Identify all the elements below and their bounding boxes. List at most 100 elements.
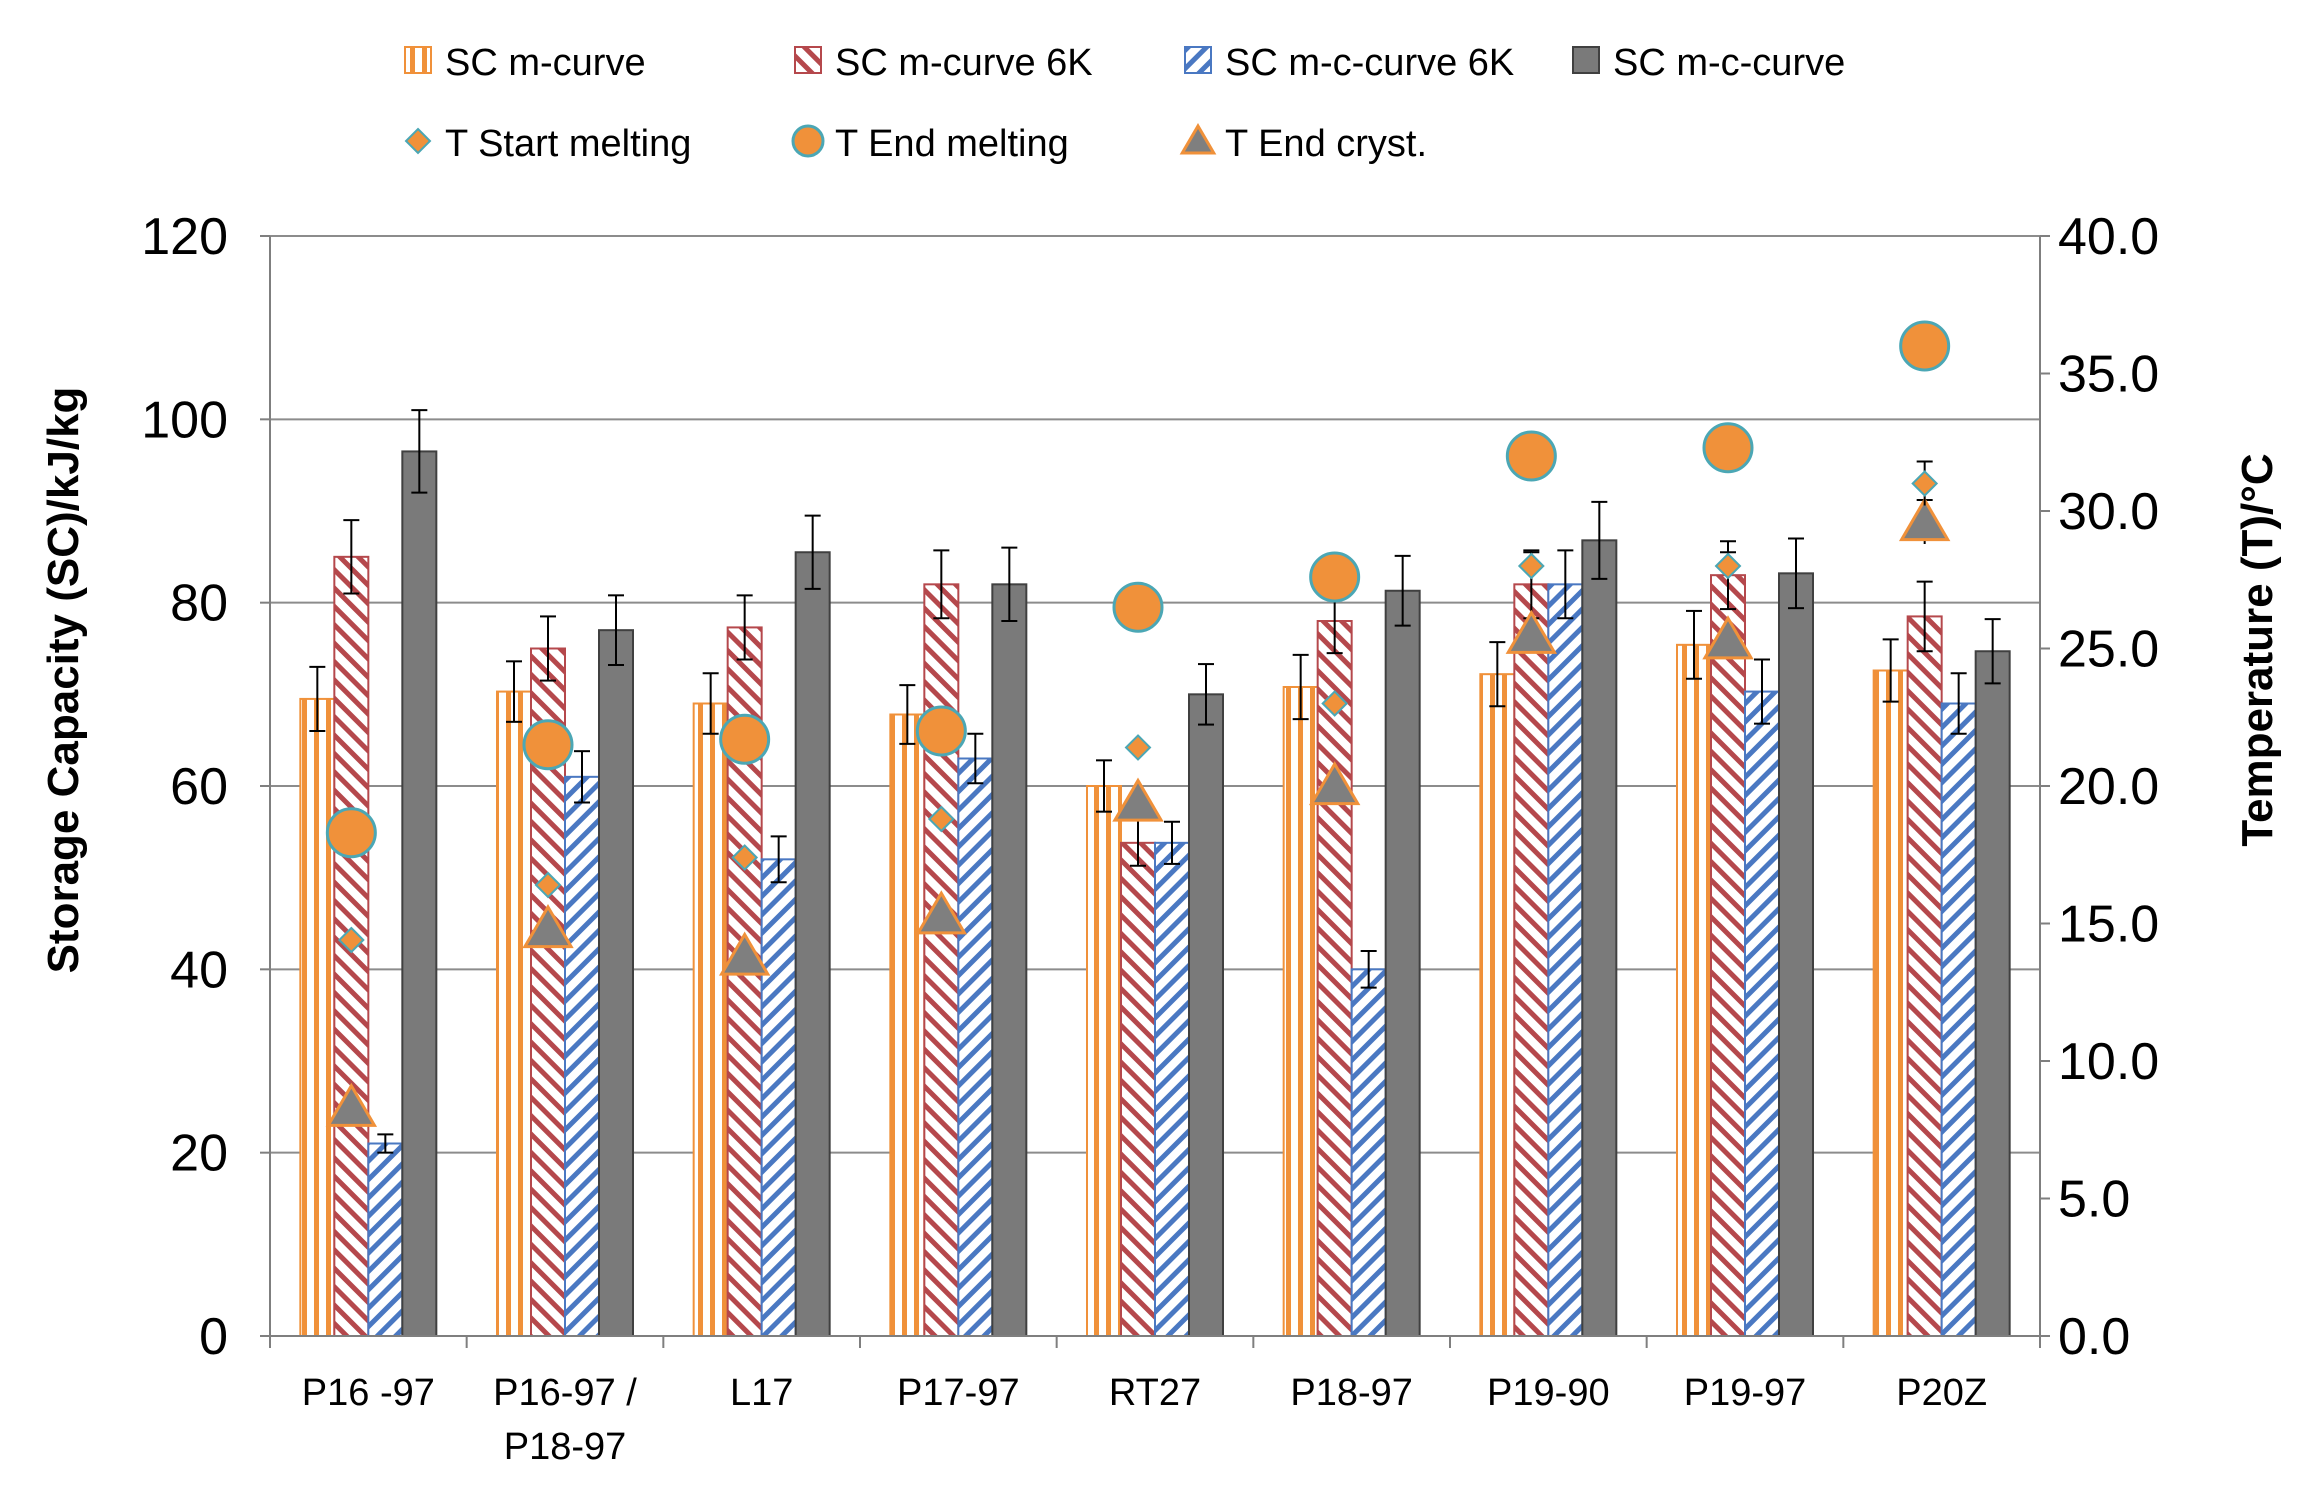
y-tick-label: 0 bbox=[199, 1308, 228, 1366]
bar-sc-m-c-curve bbox=[1581, 539, 1618, 1337]
bar-sc-m-curve-6k bbox=[1710, 574, 1746, 1337]
legend-item: SC m-c-curve 6K bbox=[1184, 42, 1514, 84]
marker-t-end-cryst bbox=[1505, 609, 1558, 654]
legend-swatch bbox=[794, 46, 822, 74]
bar-sc-m-curve bbox=[1676, 643, 1712, 1337]
legend-item: SC m-c-curve bbox=[1572, 42, 1845, 84]
x-tick-label: P20Z bbox=[1896, 1372, 1987, 1414]
legend-item: T End melting bbox=[791, 123, 1069, 165]
bar-sc-m-c-curve bbox=[1384, 589, 1421, 1337]
bar-sc-m-curve bbox=[1872, 669, 1909, 1337]
legend-item: SC m-curve 6K bbox=[794, 42, 1093, 84]
legend-item: T End cryst. bbox=[1179, 123, 1427, 165]
y2-tick-label: 40.0 bbox=[2058, 208, 2159, 266]
legend-marker bbox=[404, 127, 432, 155]
marker-t-start-melting bbox=[1714, 552, 1742, 580]
legend-marker bbox=[1179, 123, 1217, 155]
legend-label: SC m-curve 6K bbox=[835, 42, 1093, 84]
bar-sc-m-c-curve-6k bbox=[564, 775, 600, 1337]
marker-t-start-melting bbox=[1517, 552, 1545, 580]
marker-t-end-melting bbox=[1309, 551, 1361, 603]
bar-sc-m-curve bbox=[1282, 686, 1319, 1337]
legend-item: SC m-curve bbox=[404, 42, 646, 84]
marker-t-end-melting bbox=[1899, 320, 1951, 372]
legend-swatch bbox=[1572, 46, 1600, 74]
legend-label: T Start melting bbox=[445, 123, 691, 165]
marker-t-end-melting bbox=[1505, 430, 1557, 482]
error-bars bbox=[309, 409, 2001, 1154]
y2-axis-title: Temperature (T)/°C bbox=[2233, 453, 2282, 846]
y-tick-label: 20 bbox=[170, 1125, 228, 1183]
bar-sc-m-c-curve bbox=[401, 450, 438, 1337]
y2-tick-label: 0.0 bbox=[2058, 1308, 2130, 1366]
y2-tick-label: 20.0 bbox=[2058, 758, 2159, 816]
bar-sc-m-c-curve-6k bbox=[957, 757, 994, 1337]
legend-label: SC m-c-curve 6K bbox=[1225, 42, 1514, 84]
y-tick-label: 60 bbox=[170, 758, 228, 816]
bar-sc-m-c-curve bbox=[1778, 572, 1814, 1337]
bar-sc-m-c-curve bbox=[991, 583, 1028, 1337]
marker-t-end-cryst bbox=[1898, 497, 1951, 542]
y2-tick-label: 10.0 bbox=[2058, 1033, 2159, 1091]
bar-sc-m-curve bbox=[889, 713, 926, 1337]
marker-t-start-melting bbox=[731, 844, 759, 871]
axes: 0 20 40 60 80 100 120 0.0 5.0 10.0 15.0 20.0 25.0 30.… bbox=[141, 208, 2159, 1468]
marker-t-end-melting bbox=[1112, 581, 1164, 633]
bar-sc-m-curve bbox=[1479, 673, 1516, 1337]
legend-swatch bbox=[1184, 46, 1212, 74]
y-tick-label: 40 bbox=[170, 941, 228, 999]
x-tick-label: P16-97 / bbox=[493, 1372, 637, 1414]
marker-t-end-cryst bbox=[522, 904, 574, 949]
bar-sc-m-curve bbox=[299, 697, 336, 1337]
x-tick-label: P17-97 bbox=[897, 1372, 1020, 1414]
bars bbox=[299, 450, 2011, 1337]
marker-t-start-melting bbox=[534, 871, 562, 899]
x-tick-label: L17 bbox=[730, 1372, 793, 1414]
marker-t-start-melting bbox=[1321, 690, 1349, 717]
bar-sc-m-c-curve bbox=[794, 551, 831, 1337]
x-tick-label: P18-97 bbox=[504, 1426, 627, 1468]
marker-t-end-cryst bbox=[325, 1082, 378, 1127]
x-tick-label: P19-90 bbox=[1487, 1372, 1610, 1414]
marker-t-end-melting bbox=[719, 713, 771, 765]
bar-sc-m-curve-6k bbox=[1120, 841, 1156, 1337]
legend-marker bbox=[791, 124, 825, 158]
marker-t-start-melting bbox=[1911, 470, 1939, 497]
y2-tick-label: 15.0 bbox=[2058, 896, 2159, 954]
y-axis-title: Storage Capacity (SC)/kJ/kg bbox=[39, 387, 88, 974]
bar-sc-m-curve-6k bbox=[1316, 620, 1353, 1337]
marker-t-end-melting bbox=[522, 719, 574, 771]
marker-t-start-melting bbox=[1124, 734, 1152, 761]
marker-t-end-cryst bbox=[718, 931, 771, 976]
bar-sc-m-curve bbox=[496, 690, 532, 1337]
legend-label: T End melting bbox=[835, 123, 1069, 165]
y2-tick-label: 30.0 bbox=[2058, 483, 2159, 541]
bar-sc-m-c-curve bbox=[1974, 650, 2011, 1337]
x-tick-label: P18-97 bbox=[1290, 1372, 1413, 1414]
x-tick-label: P16 -97 bbox=[302, 1372, 435, 1414]
bar-sc-m-curve-6k bbox=[1906, 615, 1943, 1337]
y2-tick-label: 35.0 bbox=[2058, 346, 2159, 404]
bar-sc-m-c-curve-6k bbox=[1350, 968, 1387, 1337]
legend-label: SC m-curve bbox=[445, 42, 646, 84]
legend-label: SC m-c-curve bbox=[1613, 42, 1845, 84]
marker-t-end-melting bbox=[915, 705, 967, 757]
x-tick-label: RT27 bbox=[1109, 1372, 1201, 1414]
marker-t-end-cryst bbox=[1702, 615, 1754, 660]
y-tick-label: 120 bbox=[141, 208, 228, 266]
legend-label: T End cryst. bbox=[1225, 123, 1427, 165]
bar-sc-m-curve-6k bbox=[923, 583, 960, 1337]
y2-tick-label: 25.0 bbox=[2058, 621, 2159, 679]
bar-sc-m-curve-6k bbox=[1513, 583, 1550, 1337]
marker-t-end-cryst bbox=[1112, 777, 1164, 822]
marker-t-end-cryst bbox=[915, 890, 968, 935]
y-tick-label: 80 bbox=[170, 575, 228, 633]
marker-t-end-cryst bbox=[1308, 761, 1361, 806]
legend: SC m-curve SC m-curve 6K SC m-c-curve 6K SC… bbox=[404, 42, 1845, 165]
marker-t-start-melting bbox=[927, 805, 955, 833]
bar-sc-m-c-curve-6k bbox=[1940, 702, 1977, 1337]
y2-tick-label: 5.0 bbox=[2058, 1171, 2130, 1229]
legend-item: T Start melting bbox=[404, 123, 691, 165]
bar-sc-m-c-curve-6k bbox=[1547, 583, 1584, 1337]
